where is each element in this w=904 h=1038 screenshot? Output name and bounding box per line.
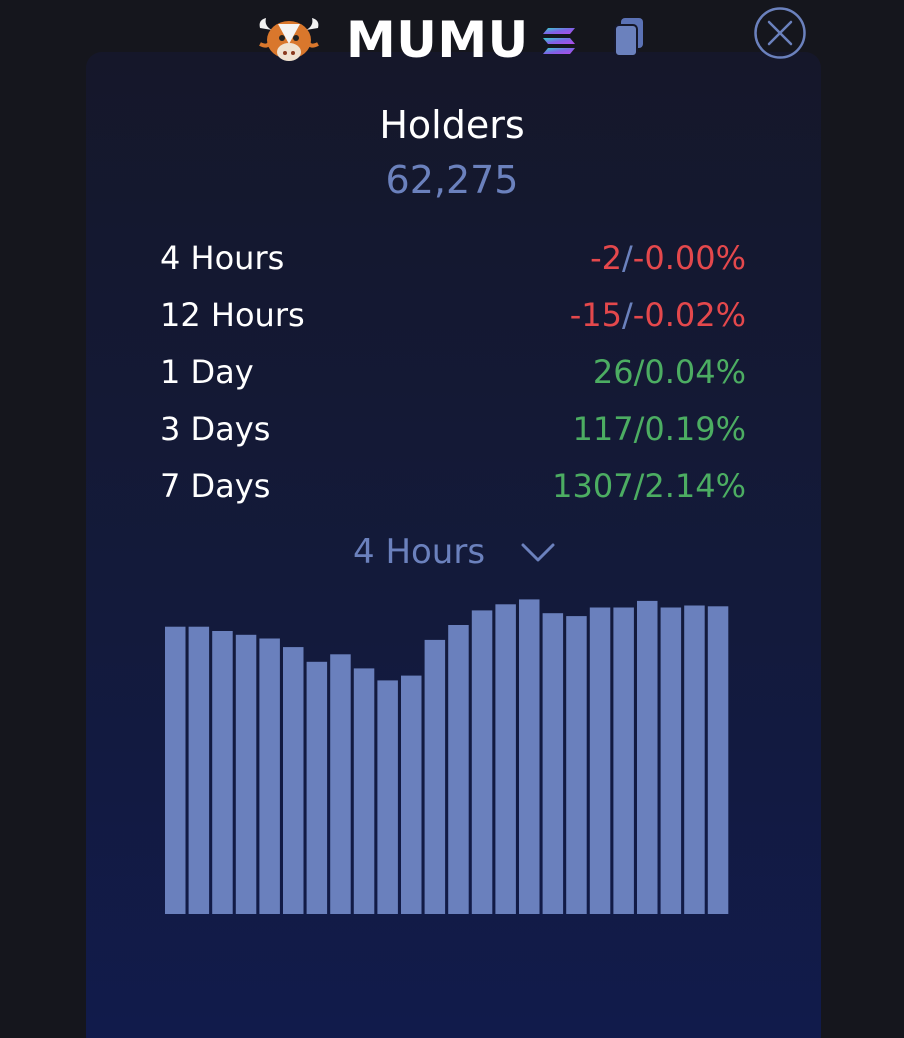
stat-row-3-days: 3 Days 117/0.19% <box>158 403 746 460</box>
close-button[interactable] <box>753 6 807 60</box>
stat-label: 7 Days <box>160 467 271 505</box>
holders-bar-chart <box>165 599 729 914</box>
stat-value: 26/0.04% <box>592 353 746 391</box>
chart-bar-5 <box>259 638 280 914</box>
chart-bar-10 <box>377 680 398 914</box>
holders-label: Holders <box>379 103 525 147</box>
stat-value: -2/-0.00% <box>590 239 746 277</box>
chart-bar-12 <box>424 639 446 914</box>
chart-bar-11 <box>401 675 422 914</box>
chart-bar-14 <box>471 610 493 914</box>
stat-change: 26 <box>592 353 634 391</box>
chart-bar-8 <box>330 654 351 914</box>
chart-bar-19 <box>589 607 611 914</box>
stat-label: 12 Hours <box>160 296 305 334</box>
chart-bar-2 <box>188 626 210 914</box>
chart-bar-18 <box>566 616 587 914</box>
period-dropdown-value: 4 Hours <box>353 532 486 572</box>
chart-bar-24 <box>707 606 729 914</box>
chart-bar-1 <box>165 626 186 914</box>
stat-percent: 2.14% <box>644 467 746 505</box>
holders-count: 62,275 <box>385 158 519 202</box>
chart-bar-3 <box>212 631 233 914</box>
chevron-down-icon <box>521 543 555 562</box>
stat-row-12-hours: 12 Hours -15/-0.02% <box>158 289 746 346</box>
chart-bar-15 <box>495 604 516 914</box>
chart-bar-20 <box>613 607 634 914</box>
stat-label: 4 Hours <box>160 239 285 277</box>
solana-icon <box>543 28 575 54</box>
stat-percent: 0.19% <box>644 410 746 448</box>
stat-row-1-day: 1 Day 26/0.04% <box>158 346 746 403</box>
token-name: MUMU <box>346 11 529 69</box>
stat-label: 3 Days <box>160 410 271 448</box>
chart-bar-4 <box>235 634 257 914</box>
stat-value: 117/0.19% <box>572 410 746 448</box>
chart-bar-16 <box>519 599 540 914</box>
chart-bar-13 <box>448 625 469 914</box>
stat-change: 1307 <box>552 467 634 505</box>
copy-icon[interactable] <box>612 16 646 58</box>
holder-change-stats: 4 Hours -2/-0.00% 12 Hours -15/-0.02% 1 … <box>158 232 746 517</box>
chart-bar-7 <box>306 661 328 914</box>
token-header: MUMU <box>0 0 904 82</box>
stat-percent: -0.00% <box>632 239 746 277</box>
stat-value: 1307/2.14% <box>552 467 746 505</box>
bull-mascot-icon <box>259 18 319 61</box>
chart-bar-21 <box>637 600 658 914</box>
stat-percent: 0.04% <box>644 353 746 391</box>
chart-bar-9 <box>353 668 375 914</box>
stat-change: -2 <box>590 239 623 277</box>
stat-value: -15/-0.02% <box>569 296 746 334</box>
stat-row-7-days: 7 Days 1307/2.14% <box>158 460 746 517</box>
stat-label: 1 Day <box>160 353 254 391</box>
stat-change: 117 <box>572 410 634 448</box>
stat-change: -15 <box>569 296 623 334</box>
stat-percent: -0.02% <box>632 296 746 334</box>
chart-bar-17 <box>542 613 564 914</box>
chart-bar-22 <box>660 607 682 914</box>
chart-bar-23 <box>684 605 705 914</box>
stat-row-4-hours: 4 Hours -2/-0.00% <box>158 232 746 289</box>
chart-bar-6 <box>283 647 304 914</box>
period-dropdown[interactable]: 4 Hours <box>350 528 560 576</box>
